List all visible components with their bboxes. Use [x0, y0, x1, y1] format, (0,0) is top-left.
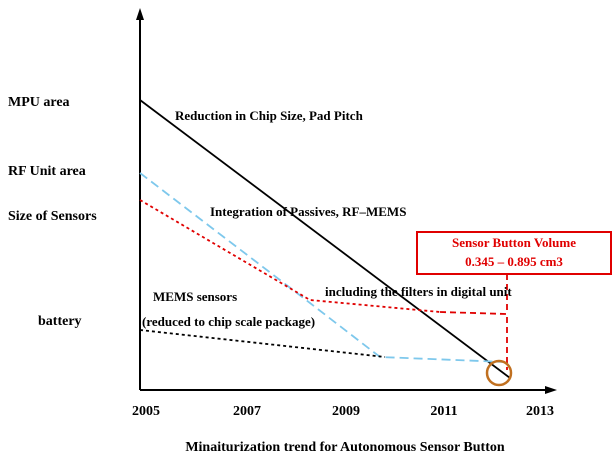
mpu-line [139, 99, 511, 379]
annotation: (reduced to chip scale package) [142, 314, 315, 329]
annotation: Integration of Passives, RF–MEMS [210, 204, 406, 219]
y-label: MPU area [8, 95, 70, 110]
annotation: MEMS sensors [153, 289, 237, 304]
box-value: 0.345 – 0.895 cm3 [465, 254, 563, 269]
sensor-dash [439, 311, 508, 370]
x-label: 2011 [430, 404, 457, 419]
caption: Minaiturization trend for Autonomous Sen… [185, 440, 505, 455]
x-label: 2013 [526, 404, 554, 419]
box-title: Sensor Button Volume [452, 235, 576, 250]
y-label: battery [38, 314, 82, 329]
y-arrow [136, 8, 144, 20]
x-arrow [545, 386, 557, 394]
volume-box [416, 231, 612, 275]
target-circle [485, 359, 513, 387]
sensor-line [139, 199, 441, 313]
x-label: 2005 [132, 404, 160, 419]
y-label: RF Unit area [8, 164, 86, 179]
annotation: including the filters in digital unit [325, 284, 512, 299]
y-label: Size of Sensors [8, 209, 97, 224]
x-label: 2009 [332, 404, 360, 419]
rf-line [139, 172, 506, 363]
x-label: 2007 [233, 404, 261, 419]
annotation: Reduction in Chip Size, Pad Pitch [175, 108, 364, 123]
battery-line [139, 329, 386, 358]
